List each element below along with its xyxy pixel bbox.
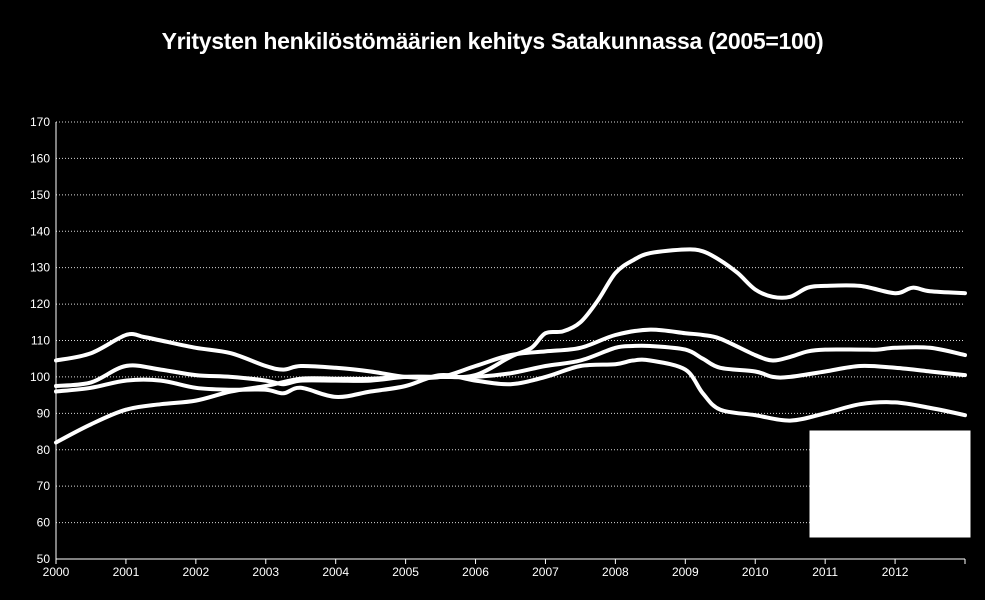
x-tick-label: 2007 xyxy=(532,565,559,579)
x-tick-label: 2006 xyxy=(462,565,489,579)
series-line-3 xyxy=(54,357,967,423)
x-tick-label: 2005 xyxy=(392,565,419,579)
series-line-1 xyxy=(54,327,967,380)
y-tick-label: 150 xyxy=(30,188,50,202)
x-tick-label: 2001 xyxy=(113,565,140,579)
x-tick-label: 2004 xyxy=(322,565,349,579)
y-tick-label: 170 xyxy=(30,115,50,129)
series-line-2 xyxy=(54,343,967,388)
y-tick-label: 50 xyxy=(37,552,51,566)
y-tick-label: 110 xyxy=(31,334,50,348)
y-tick-label: 100 xyxy=(30,370,50,384)
series-line-4 xyxy=(54,247,967,445)
x-tick-label: 2011 xyxy=(812,565,838,579)
x-tick-label: 2000 xyxy=(43,565,70,579)
x-tick-label: 2012 xyxy=(882,565,909,579)
x-tick-label: 2002 xyxy=(182,565,209,579)
y-tick-label: 130 xyxy=(30,261,50,275)
chart-title: Yritysten henkilöstömäärien kehitys Sata… xyxy=(161,28,824,54)
y-tick-label: 70 xyxy=(37,479,51,493)
y-tick-label: 120 xyxy=(30,297,50,311)
y-tick-label: 60 xyxy=(37,516,51,530)
y-tick-label: 160 xyxy=(30,151,50,165)
y-tick-label: 80 xyxy=(37,443,51,457)
legend-box xyxy=(809,430,971,538)
x-tick-label: 2010 xyxy=(742,565,769,579)
y-tick-label: 140 xyxy=(30,224,50,238)
x-tick-label: 2009 xyxy=(672,565,699,579)
x-tick-label: 2003 xyxy=(252,565,279,579)
series-layer xyxy=(54,247,967,445)
axes-layer: 50 60 70 80 90 100 110 120 130 140 150 160 170 2000 20… xyxy=(30,115,966,579)
x-tick-label: 2008 xyxy=(602,565,629,579)
y-tick-label: 90 xyxy=(37,406,51,420)
